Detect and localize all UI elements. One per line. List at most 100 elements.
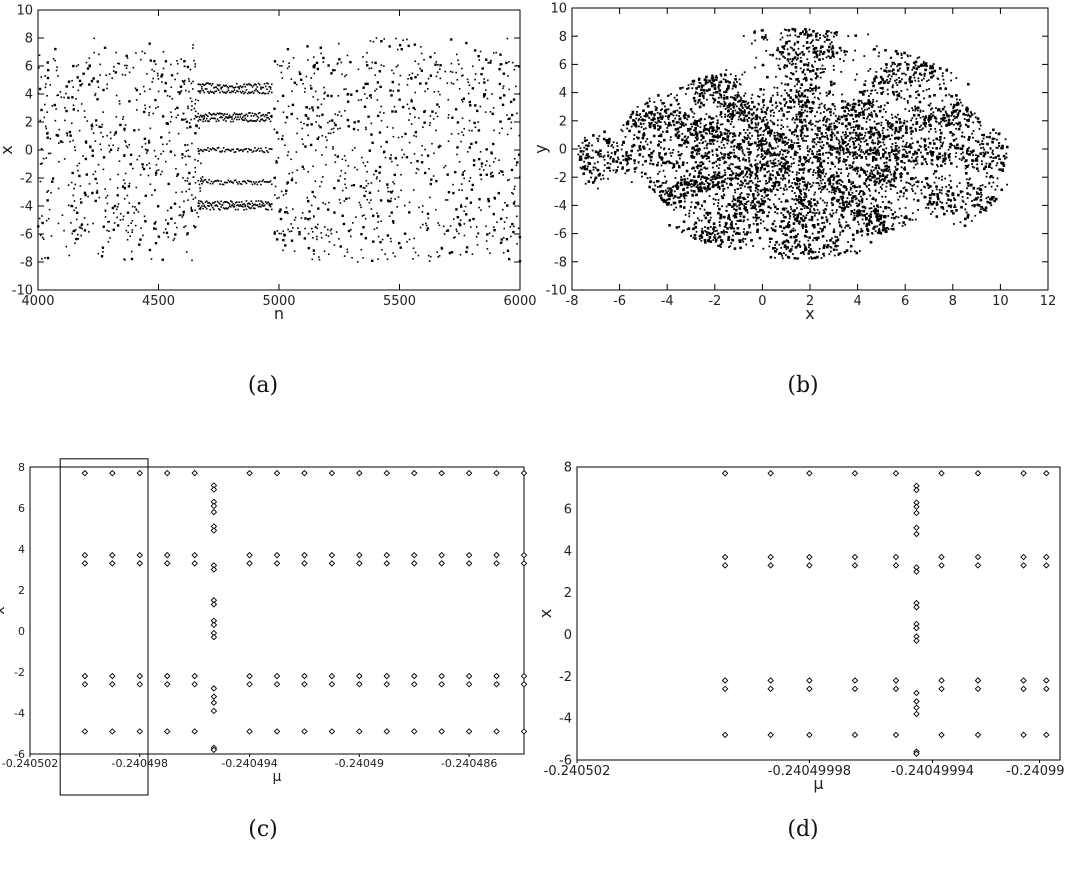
data-point [897,63,900,66]
data-point [492,212,495,216]
data-point [864,80,867,82]
data-point [201,85,203,88]
data-point [929,185,932,188]
data-point [621,144,624,146]
data-point [895,73,898,76]
data-point [815,77,817,80]
data-point [353,147,356,149]
data-point [65,245,68,248]
data-point [429,55,432,59]
data-point [376,81,380,84]
data-point [917,109,919,112]
data-point [837,252,841,256]
data-point [228,91,231,94]
data-point [219,183,221,185]
data-point [798,168,802,171]
data-point [260,88,262,90]
data-point [712,135,715,138]
data-point [104,216,107,218]
data-point [270,114,273,117]
data-point [617,166,619,169]
data-point [931,151,935,154]
data-point [907,55,909,58]
data-point [410,100,413,103]
data-point [512,192,514,195]
data-point [173,202,177,205]
data-point [77,169,79,172]
data-point [231,85,233,87]
data-point [723,132,727,135]
data-point [436,71,439,74]
data-point [203,205,206,207]
data-point [823,104,826,107]
data-point [334,113,337,115]
data-point [800,202,803,205]
data-point [689,173,692,175]
data-point [909,81,912,84]
data-point [143,90,146,93]
data-point [184,225,187,227]
data-point [591,144,593,147]
data-point [831,209,834,212]
data-point [124,182,126,185]
data-point [380,64,383,67]
data-point [831,145,835,149]
data-point [249,83,251,86]
data-point [917,65,920,69]
data-point [193,59,195,62]
data-point [376,176,378,178]
data-point [119,212,122,215]
data-point [104,209,107,212]
data-point [880,91,883,95]
data-point [421,205,424,207]
data-point [99,74,102,76]
data-point [38,217,41,220]
data-point [440,246,443,249]
data-point [626,122,630,126]
data-point [781,178,784,181]
data-point [420,46,422,48]
data-point [380,40,383,43]
data-point [635,117,638,120]
data-point [189,155,191,158]
data-point [736,146,739,149]
data-point [678,107,681,109]
data-point [480,209,482,211]
data-point [652,150,655,152]
data-point [457,59,459,62]
data-point [756,223,758,226]
data-point [906,101,909,104]
data-point [420,161,424,164]
data-point [379,199,383,202]
data-point [939,135,942,139]
data-point [334,154,337,156]
data-point [221,116,224,119]
data-point [186,233,188,236]
data-point [890,113,893,116]
data-point [444,164,447,167]
data-point [779,138,782,141]
data-point [712,91,715,94]
data-point [198,116,201,118]
data-point [941,107,945,111]
data-point [948,184,950,186]
data-point [350,184,353,187]
data-point [588,142,591,144]
data-point [261,114,263,117]
data-point [177,114,179,116]
data-point [964,217,967,221]
data-point [672,163,676,166]
data-point [111,77,114,79]
data-point [947,148,950,151]
data-point [829,213,832,216]
data-point [94,92,97,95]
data-point [190,109,193,111]
data-point [313,195,315,197]
data-point [364,237,368,240]
data-point [123,154,126,157]
data-point [877,213,880,215]
data-point [955,77,958,79]
data-point [39,119,42,122]
data-point [751,100,754,104]
data-point [375,37,378,39]
